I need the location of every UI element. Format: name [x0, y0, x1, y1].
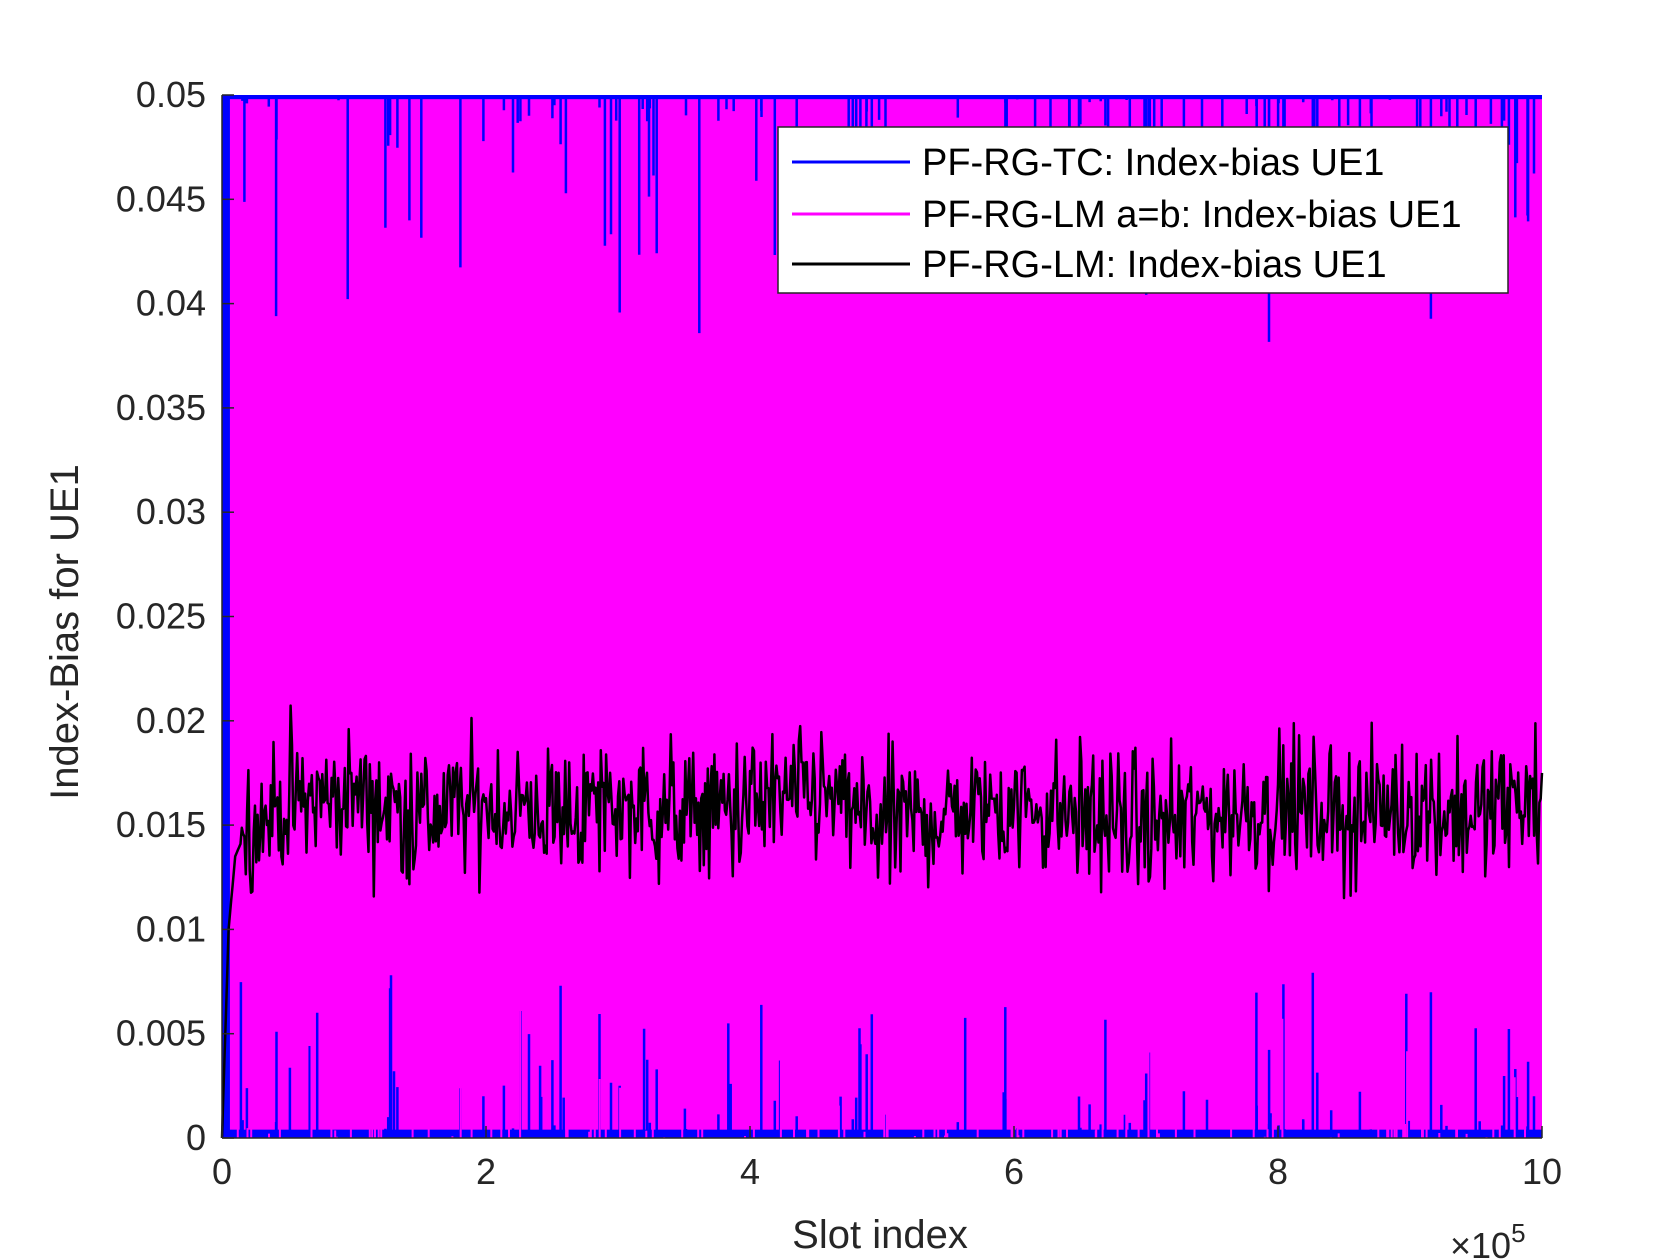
x-tick-label: 6 [1004, 1151, 1024, 1192]
x-tick-label: 0 [212, 1151, 232, 1192]
legend: PF-RG-TC: Index-bias UE1 PF-RG-LM a=b: I… [777, 126, 1509, 294]
y-tick-label: 0.03 [136, 491, 206, 532]
legend-label-lm-ab: PF-RG-LM a=b: Index-bias UE1 [922, 194, 1462, 236]
x-tick-label: 4 [740, 1151, 760, 1192]
y-axis-label: Index-Bias for UE1 [43, 464, 87, 800]
series-tc-spikes-top [239, 95, 1536, 342]
y-tick-label: 0.05 [136, 74, 206, 115]
series-layer [220, 95, 1544, 1139]
legend-label-tc: PF-RG-TC: Index-bias UE1 [922, 142, 1384, 184]
y-tick-label: 0 [186, 1117, 206, 1158]
x-exponent-base: ×10 [1450, 1225, 1511, 1260]
y-tick-label: 0.035 [116, 387, 206, 428]
x-axis-label: Slot index [792, 1213, 968, 1257]
y-tick-label: 0.025 [116, 596, 206, 637]
x-tick-label: 8 [1268, 1151, 1288, 1192]
x-exponent-power: 5 [1511, 1218, 1525, 1248]
y-tick-label: 0.01 [136, 908, 206, 949]
y-tick-label: 0.02 [136, 700, 206, 741]
svg-text:×105: ×105 [1450, 1218, 1526, 1260]
y-tick-label: 0.04 [136, 283, 206, 324]
legend-label-lm: PF-RG-LM: Index-bias UE1 [922, 244, 1387, 286]
ticks-layer: 0 2 4 6 8 10 0 0.005 0.01 0.015 0.02 0.025 0.03 0.035… [116, 74, 1562, 1192]
x-tick-label: 2 [476, 1151, 496, 1192]
y-tick-label: 0.015 [116, 804, 206, 845]
x-tick-label: 10 [1522, 1151, 1562, 1192]
y-tick-label: 0.005 [116, 1013, 206, 1054]
y-tick-label: 0.045 [116, 178, 206, 219]
x-exponent: ×105 [1450, 1218, 1526, 1260]
series-lm-line [220, 704, 1544, 1139]
